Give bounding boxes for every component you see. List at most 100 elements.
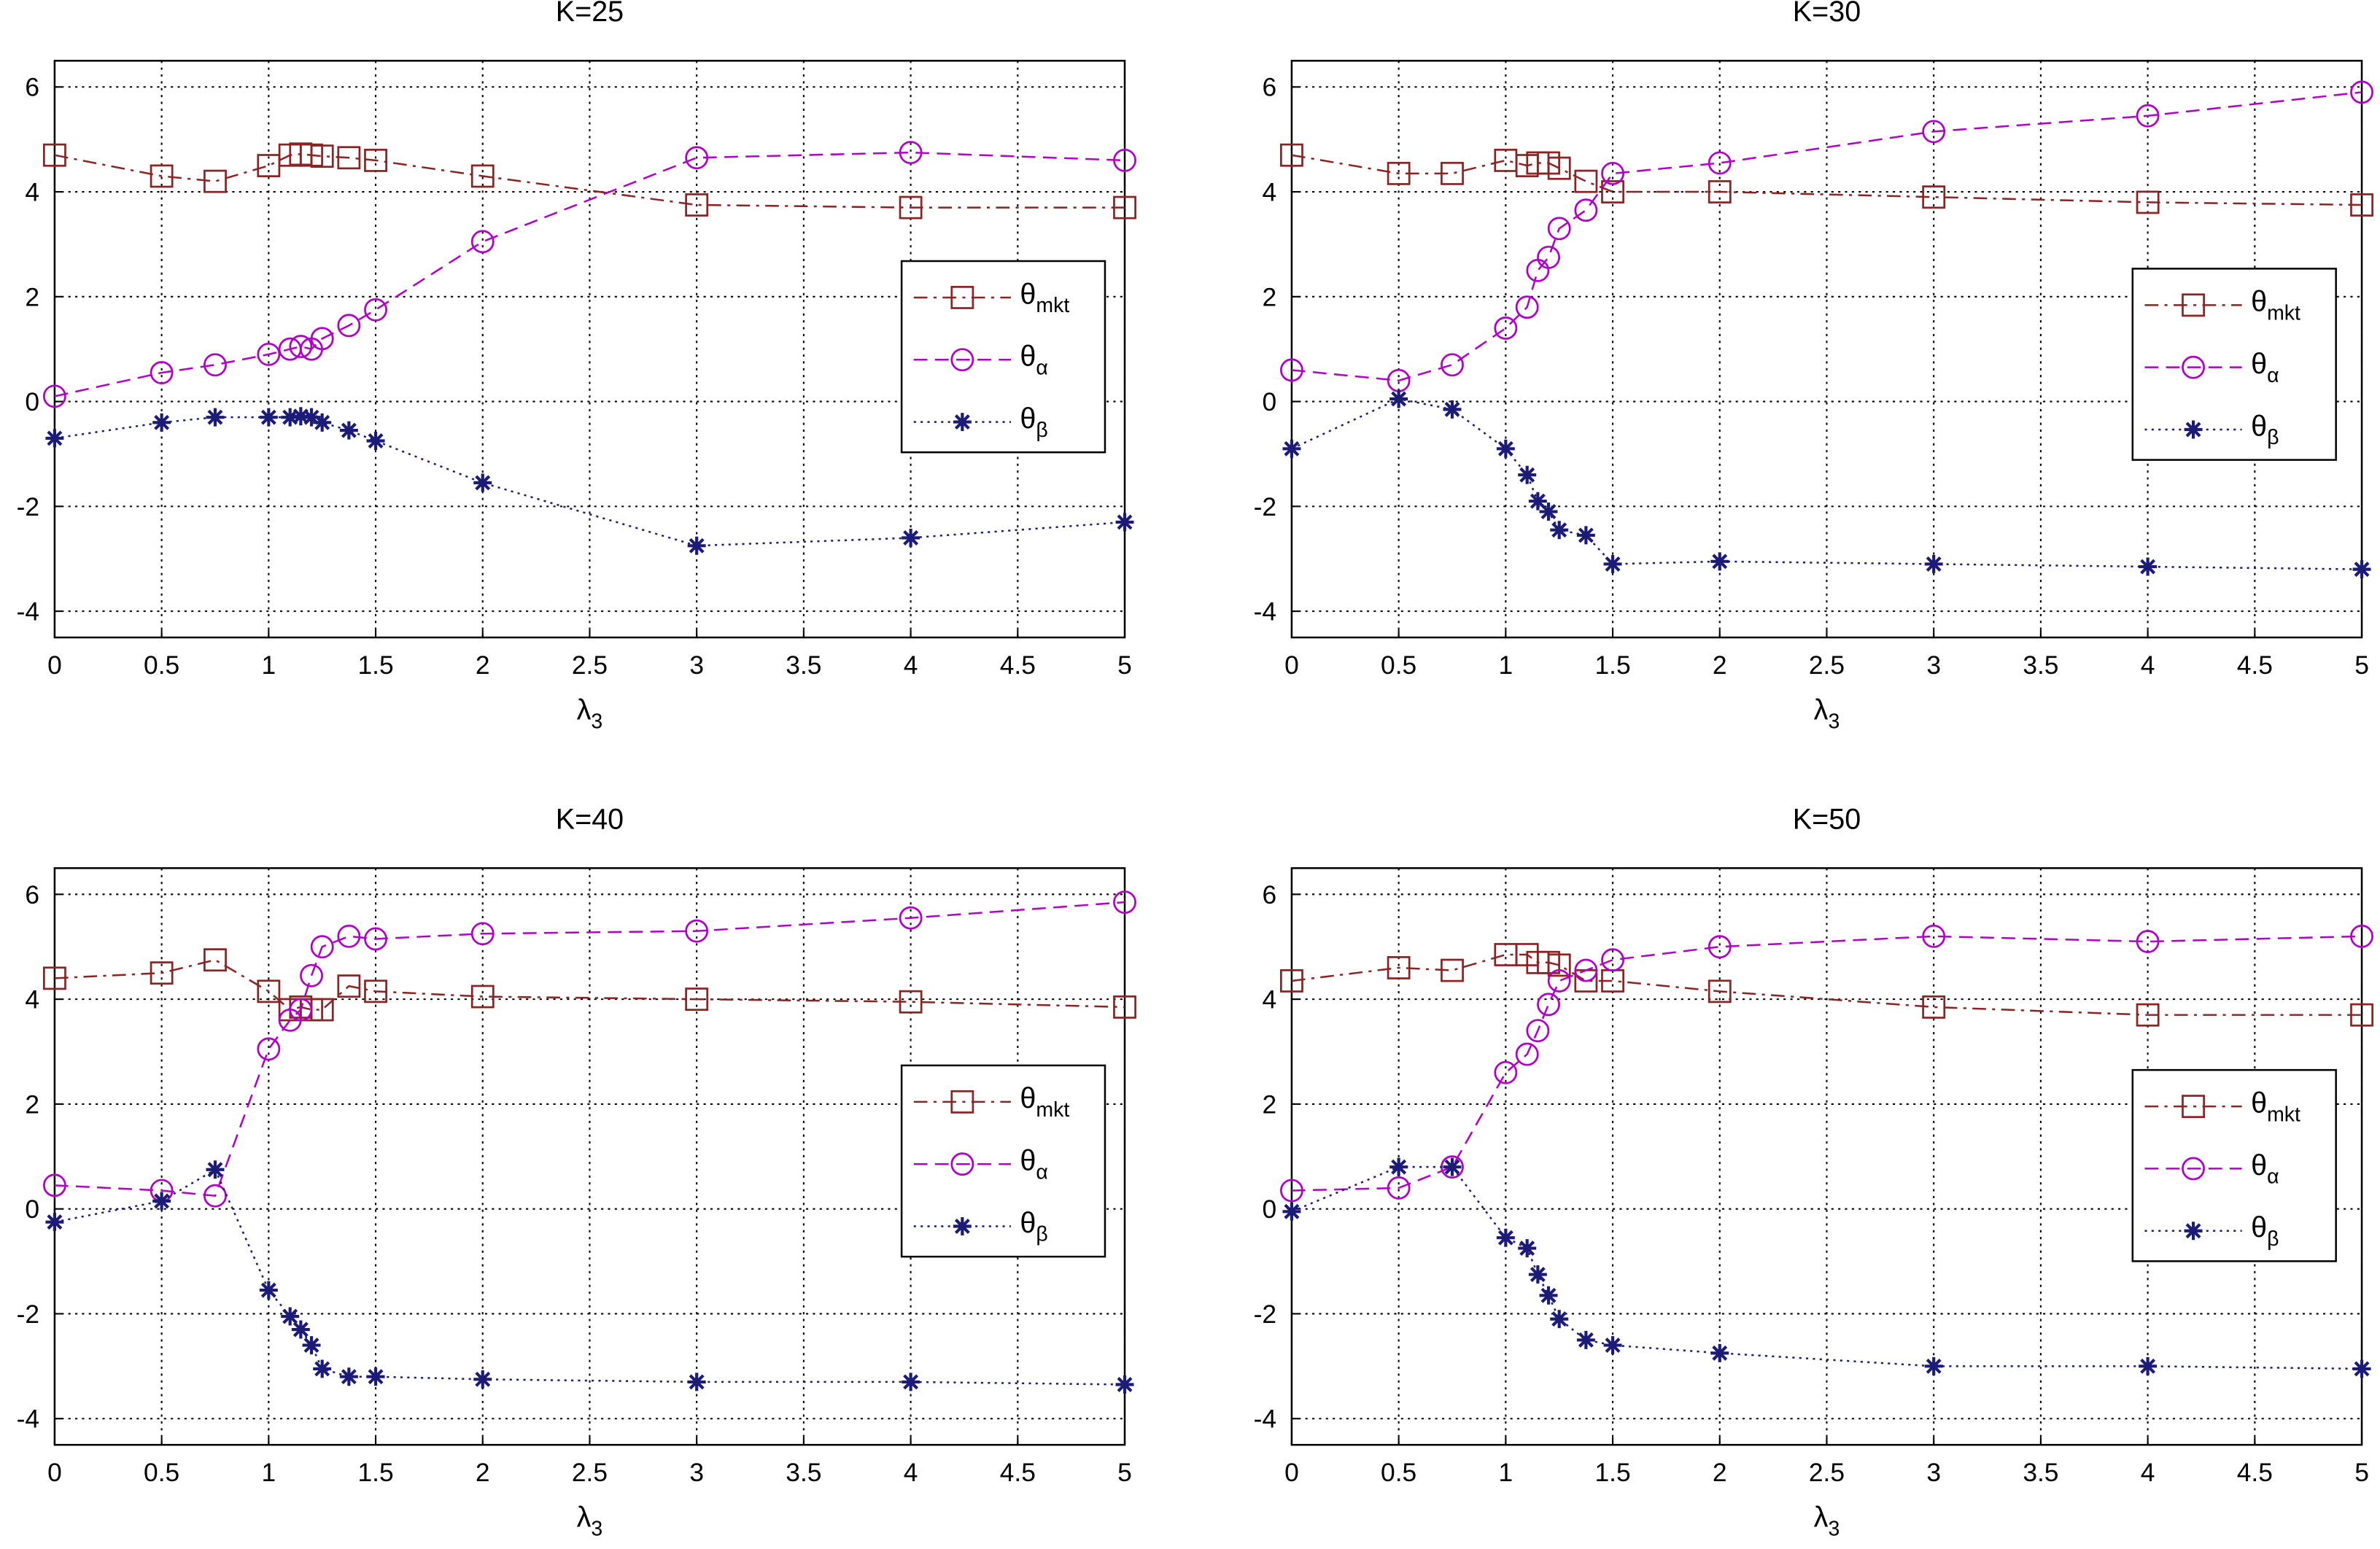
marker <box>2136 930 2160 953</box>
y-tick-label: 0 <box>25 388 39 416</box>
marker <box>1441 958 1464 982</box>
x-tick-label: 1.5 <box>357 651 393 680</box>
data-line <box>54 151 1125 397</box>
marker <box>1280 1179 1303 1203</box>
marker <box>1496 1228 1515 1247</box>
legend-box <box>900 1064 1106 1258</box>
marker <box>687 1373 706 1391</box>
marker <box>1547 969 1571 993</box>
marker <box>150 361 174 384</box>
marker <box>473 473 492 492</box>
y-tick-label: 6 <box>25 74 39 102</box>
y-tick-label: 6 <box>1262 881 1276 909</box>
x-tick-label: 3.5 <box>2023 1459 2058 1487</box>
marker <box>313 413 332 432</box>
x-tick-label: 0 <box>47 651 62 680</box>
marker <box>42 1173 66 1197</box>
legend-label: θmkt <box>2251 286 2300 325</box>
x-tick-label: 5 <box>2354 651 2369 680</box>
marker <box>302 408 321 427</box>
x-tick-label: 4.5 <box>1000 1459 1036 1487</box>
y-tick-label: -4 <box>17 598 39 626</box>
marker <box>259 1281 278 1300</box>
legend-label: θβ <box>1020 403 1047 442</box>
data-line <box>54 1168 1125 1386</box>
marker <box>2136 1003 2160 1027</box>
data-line <box>54 958 1125 1011</box>
marker <box>1710 1343 1729 1362</box>
marker <box>470 922 495 946</box>
x-axis-label: λ3 <box>1814 1502 1840 1541</box>
marker <box>1603 554 1622 573</box>
legend-label: θα <box>2251 1149 2279 1189</box>
marker <box>1443 1157 1462 1176</box>
x-tick-label: 0.5 <box>144 1459 179 1487</box>
marker <box>1280 358 1303 382</box>
marker <box>2136 104 2160 128</box>
marker <box>2139 1356 2158 1375</box>
marker <box>953 1217 972 1235</box>
marker <box>1389 389 1408 408</box>
marker <box>1441 161 1464 185</box>
marker <box>1387 1176 1411 1200</box>
marker <box>685 987 709 1012</box>
marker <box>2184 420 2203 439</box>
marker <box>206 1160 225 1179</box>
marker <box>203 948 227 972</box>
x-tick-label: 1 <box>1499 651 1513 680</box>
marker <box>339 421 358 440</box>
marker <box>1537 993 1560 1017</box>
axes-frame <box>1290 867 2363 1446</box>
marker <box>1922 120 1946 144</box>
marker <box>1113 995 1136 1019</box>
marker <box>310 144 334 168</box>
y-tick-label: -2 <box>17 1300 39 1329</box>
y-tick-label: 0 <box>25 1195 39 1224</box>
y-tick-label: -2 <box>1254 1300 1276 1329</box>
x-tick-label: 4.5 <box>2237 1459 2273 1487</box>
marker <box>1496 439 1515 458</box>
x-tick-label: 2.5 <box>1809 1459 1845 1487</box>
marker <box>1387 956 1411 979</box>
subplot: K=500 0.5 1 1.5 2 2.5 3 3.5 4 4.5 5-4-20246λ3θmktθ… <box>1254 803 2373 1540</box>
marker <box>1550 521 1569 540</box>
x-tick-label: 4 <box>2141 651 2155 680</box>
marker <box>366 1367 385 1386</box>
data-line <box>54 901 1125 1197</box>
x-tick-label: 2 <box>1713 651 1727 680</box>
y-tick-label: -2 <box>1254 493 1276 521</box>
marker <box>1924 554 1943 573</box>
marker <box>950 286 974 309</box>
x-tick-label: 1 <box>262 651 276 680</box>
x-tick-label: 1.5 <box>1594 1459 1630 1487</box>
marker <box>1708 979 1732 1003</box>
legend: θmkt θα θβ <box>900 1064 1106 1258</box>
marker <box>1924 1356 1943 1375</box>
subplot: K=250 0.5 1 1.5 2 2.5 3 3.5 4 4.5 5-4-20246λ3θmktθ… <box>17 0 1136 733</box>
marker <box>470 985 495 1009</box>
legend-label: θα <box>1020 1145 1047 1184</box>
marker <box>1113 890 1136 915</box>
subplot: K=300 0.5 1 1.5 2 2.5 3 3.5 4 4.5 5-4-20246λ3θmktθ… <box>1254 0 2373 733</box>
marker <box>1526 1019 1550 1043</box>
x-tick-label: 4 <box>2141 1459 2155 1487</box>
y-tick-label: 4 <box>1262 986 1276 1014</box>
marker <box>1389 1157 1408 1176</box>
x-tick-label: 0 <box>47 1459 62 1487</box>
marker <box>289 335 313 359</box>
marker <box>1539 1286 1558 1305</box>
x-tick-label: 2.5 <box>572 1459 608 1487</box>
marker <box>1494 317 1518 340</box>
marker <box>1710 552 1729 571</box>
x-tick-label: 2.5 <box>1809 651 1845 680</box>
marker <box>899 906 923 930</box>
legend-box <box>2131 268 2337 461</box>
marker <box>42 384 66 408</box>
legend-label: θmkt <box>1020 1082 1069 1122</box>
x-tick-label: 0 <box>1284 1459 1299 1487</box>
marker <box>1601 948 1624 972</box>
x-tick-label: 0.5 <box>1381 1459 1416 1487</box>
marker <box>2350 924 2373 948</box>
marker <box>364 298 387 322</box>
marker <box>1282 439 1301 458</box>
